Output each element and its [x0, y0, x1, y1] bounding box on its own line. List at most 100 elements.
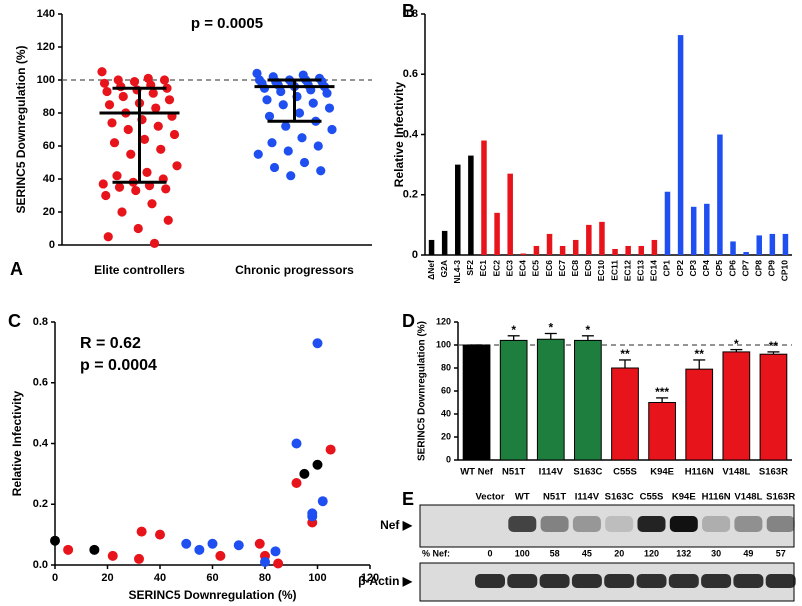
data-point — [133, 223, 143, 234]
data-point — [215, 550, 226, 561]
y-tick-label: 120 — [37, 41, 55, 53]
data-point — [147, 199, 157, 209]
x-tick-label: 0 — [52, 572, 58, 584]
y-axis-label: Relative Infectivity — [392, 81, 406, 187]
y-tick-label: 0 — [446, 454, 451, 464]
panel-label: D — [402, 311, 415, 331]
data-point — [126, 149, 136, 159]
x-tick-label: SF2 — [465, 260, 475, 276]
data-point — [259, 83, 270, 93]
data-point — [161, 184, 171, 194]
row-label: % Nef: — [422, 548, 450, 558]
data-point — [116, 82, 126, 92]
nef-band — [734, 516, 763, 532]
y-tick-label: 40 — [441, 408, 451, 418]
percent-value: 57 — [776, 548, 786, 558]
nef-band — [637, 516, 666, 532]
bar — [743, 251, 749, 255]
bar — [651, 239, 658, 255]
data-point — [291, 477, 302, 488]
lane-label: S163C — [605, 492, 634, 503]
x-tick-label: EC1 — [478, 260, 488, 277]
data-point — [269, 162, 280, 173]
lane-label: WT — [515, 492, 530, 503]
data-point — [327, 124, 337, 135]
bar — [462, 344, 491, 461]
bar — [717, 134, 723, 255]
data-point — [273, 558, 284, 569]
percent-value: 132 — [676, 548, 691, 558]
row-label: β-Actin ▶ — [358, 574, 413, 588]
x-tick-label: CP9 — [767, 260, 777, 277]
x-tick-label: 40 — [154, 572, 166, 584]
data-point — [294, 108, 305, 118]
actin-band — [571, 574, 602, 588]
data-point — [276, 86, 286, 97]
y-tick-label: 100 — [436, 339, 451, 349]
actin-band — [604, 574, 635, 588]
data-point — [317, 496, 328, 507]
data-point — [172, 161, 182, 171]
x-tick-label: EC5 — [531, 260, 541, 277]
x-tick-label: CP4 — [701, 260, 711, 277]
y-axis-label: Relative Infectivity — [10, 390, 24, 496]
data-point — [134, 553, 144, 564]
data-point — [131, 185, 141, 196]
data-point — [107, 118, 117, 128]
data-point — [118, 91, 128, 102]
data-point — [155, 529, 165, 540]
bar — [685, 368, 714, 461]
x-tick-label: EC2 — [491, 260, 501, 277]
annotation: p = 0.0004 — [80, 357, 157, 374]
percent-value: 45 — [582, 548, 592, 558]
y-tick-label: 0 — [412, 249, 418, 261]
x-tick-label: NL4-3 — [452, 260, 462, 284]
x-tick-label: CP5 — [714, 260, 724, 277]
bar — [611, 367, 639, 461]
data-point — [142, 167, 152, 177]
nef-band — [540, 516, 569, 532]
x-tick-label: 100 — [308, 572, 326, 584]
actin-band — [733, 574, 764, 588]
bar — [428, 239, 435, 255]
bar — [533, 245, 540, 255]
y-tick-label: 80 — [441, 362, 451, 372]
bar — [677, 35, 684, 256]
y-tick-label: 0.4 — [403, 128, 419, 140]
percent-value: 120 — [644, 548, 659, 558]
y-tick-label: 60 — [43, 140, 55, 152]
x-tick-label: 20 — [101, 572, 113, 584]
x-tick-label: EC9 — [583, 260, 593, 277]
x-tick-label: H116N — [685, 467, 714, 478]
x-tick-label: Elite controllers — [94, 263, 185, 277]
significance: * — [734, 337, 739, 351]
data-point — [107, 550, 118, 561]
x-tick-label: EC14 — [649, 260, 659, 282]
x-tick-label: EC12 — [622, 260, 632, 282]
data-point — [207, 538, 218, 549]
panel-label: E — [402, 489, 414, 509]
x-tick-label: ΔNef — [426, 260, 436, 280]
data-point — [163, 215, 173, 225]
data-point — [307, 508, 318, 519]
lane-label: I114V — [575, 492, 600, 503]
actin-band — [507, 574, 538, 588]
panel-label: A — [10, 259, 23, 279]
significance: * — [548, 321, 553, 335]
data-point — [264, 111, 275, 121]
x-tick-label: CP2 — [675, 260, 685, 277]
data-point — [149, 238, 160, 248]
data-point — [114, 182, 125, 192]
y-tick-label: 100 — [37, 74, 55, 86]
data-point — [123, 124, 133, 135]
x-tick-label: EC6 — [544, 260, 554, 277]
data-point — [283, 146, 293, 156]
data-point — [316, 166, 326, 176]
bar — [481, 140, 487, 255]
lane-label: V148L — [734, 492, 762, 503]
data-point — [253, 149, 263, 159]
data-point — [233, 540, 244, 551]
data-point — [325, 444, 336, 455]
data-point — [312, 338, 323, 349]
x-tick-label: CP7 — [740, 260, 750, 277]
